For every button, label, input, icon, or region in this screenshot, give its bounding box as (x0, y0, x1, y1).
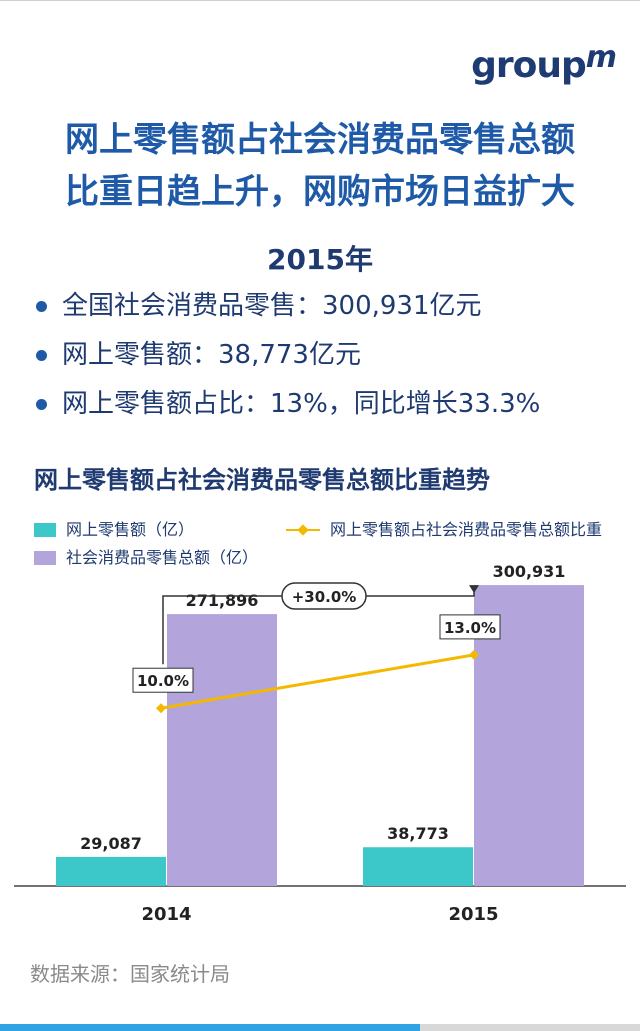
stats-list: 全国社会消费品零售：300,931亿元 网上零售额：38,773亿元 网上零售额… (32, 286, 540, 433)
bullet-dot-icon (36, 350, 47, 361)
share-point-2014 (156, 703, 166, 714)
bar-total-2014 (167, 614, 277, 886)
x-tick-label-2014: 2014 (141, 904, 191, 925)
data-label-total-2015: 300,931 (493, 562, 566, 581)
progress-bar-track (420, 1024, 640, 1031)
share-label-box-2014 (132, 667, 194, 693)
stat-item: 网上零售额占比：13%，同比增长33.3% (32, 384, 540, 433)
x-tick-label-2015: 2015 (448, 904, 498, 925)
growth-annotation: +30.0% (292, 588, 357, 606)
top-border (0, 0, 640, 7)
growth-annotation-box (281, 582, 367, 610)
growth-arrow-icon (469, 585, 479, 594)
progress-bar (0, 1024, 420, 1031)
share-point-2015 (469, 649, 479, 660)
share-label-2014: 10.0% (137, 672, 189, 690)
headline-line-1: 网上零售额占社会消费品零售总额 (65, 120, 575, 160)
bar-online-2015 (363, 847, 473, 886)
bullet-dot-icon (36, 301, 47, 312)
legend-online: 网上零售额（亿） (34, 516, 194, 540)
data-label-total-2014: 271,896 (186, 591, 259, 610)
share-label-2015: 13.0% (444, 619, 496, 637)
chart-title: 网上零售额占社会消费品零售总额比重趋势 (34, 466, 490, 494)
headline-line-2: 比重日趋上升，网购市场日益扩大 (65, 172, 575, 212)
bar-online-2014 (56, 856, 166, 886)
stat-item: 网上零售额：38,773亿元 (32, 335, 540, 384)
legend-swatch-online (34, 523, 56, 537)
groupm-logo: groupm (471, 40, 617, 86)
source-note: 数据来源：国家统计局 (30, 962, 230, 986)
legend-total: 社会消费品零售总额（亿） (34, 544, 258, 568)
legend-share: 网上零售额占社会消费品零售总额比重 (286, 516, 602, 540)
legend-line-icon (286, 523, 320, 537)
bullet-dot-icon (36, 399, 47, 410)
stat-item: 全国社会消费品零售：300,931亿元 (32, 286, 540, 335)
data-label-online-2014: 29,087 (80, 834, 142, 853)
year-heading: 2015年 (267, 243, 373, 276)
headline: 网上零售额占社会消费品零售总额 比重日趋上升，网购市场日益扩大 (0, 114, 640, 218)
data-label-online-2015: 38,773 (387, 824, 449, 843)
share-label-box-2015 (439, 614, 501, 640)
share-line (160, 653, 475, 710)
legend-swatch-total (34, 551, 56, 565)
